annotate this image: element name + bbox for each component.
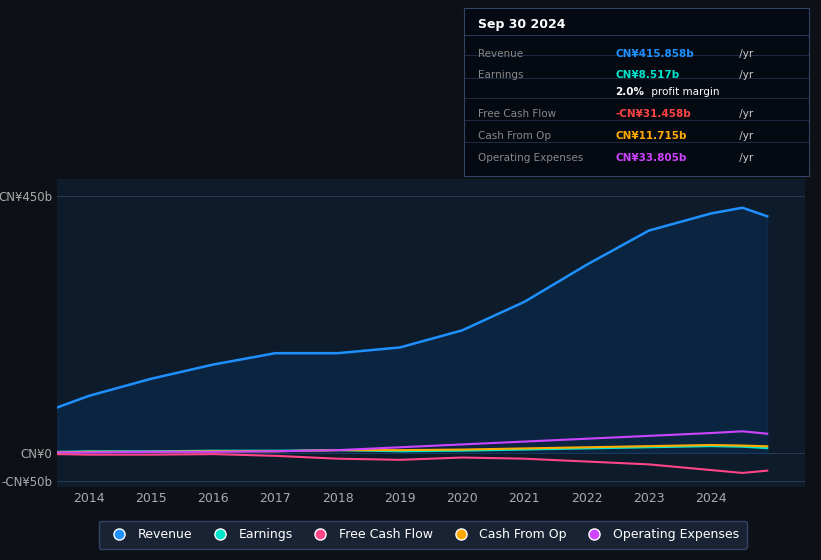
- Legend: Revenue, Earnings, Free Cash Flow, Cash From Op, Operating Expenses: Revenue, Earnings, Free Cash Flow, Cash …: [99, 521, 746, 549]
- Text: /yr: /yr: [736, 109, 754, 119]
- Text: 2.0%: 2.0%: [616, 87, 644, 97]
- Text: /yr: /yr: [736, 49, 754, 59]
- Text: Cash From Op: Cash From Op: [478, 131, 551, 141]
- Text: Revenue: Revenue: [478, 49, 523, 59]
- Text: /yr: /yr: [736, 69, 754, 80]
- Text: Operating Expenses: Operating Expenses: [478, 153, 583, 163]
- Text: -CN¥31.458b: -CN¥31.458b: [616, 109, 691, 119]
- Text: Free Cash Flow: Free Cash Flow: [478, 109, 556, 119]
- Text: Earnings: Earnings: [478, 69, 523, 80]
- Text: CN¥11.715b: CN¥11.715b: [616, 131, 687, 141]
- Text: Sep 30 2024: Sep 30 2024: [478, 18, 565, 31]
- Text: CN¥415.858b: CN¥415.858b: [616, 49, 695, 59]
- Text: profit margin: profit margin: [649, 87, 720, 97]
- Text: /yr: /yr: [736, 153, 754, 163]
- Text: /yr: /yr: [736, 131, 754, 141]
- Text: CN¥8.517b: CN¥8.517b: [616, 69, 680, 80]
- Text: CN¥33.805b: CN¥33.805b: [616, 153, 687, 163]
